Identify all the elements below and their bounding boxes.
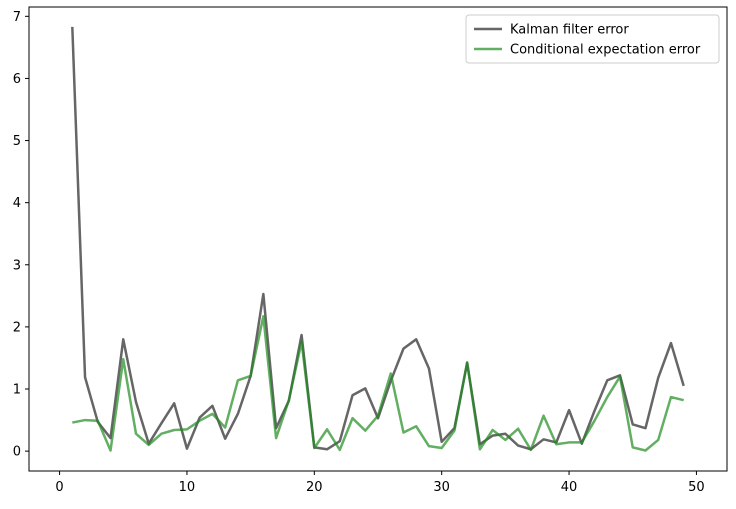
plot-area bbox=[28, 6, 728, 472]
x-tick-label: 30 bbox=[433, 480, 450, 495]
x-tick-label: 20 bbox=[306, 480, 323, 495]
y-tick-label: 5 bbox=[13, 134, 21, 149]
y-tick-label: 2 bbox=[13, 320, 21, 335]
y-tick-label: 6 bbox=[13, 72, 21, 87]
y-tick-label: 4 bbox=[13, 196, 21, 211]
series-line-2 bbox=[72, 315, 684, 452]
x-tick-label: 40 bbox=[561, 480, 578, 495]
y-tick-label: 1 bbox=[13, 383, 21, 398]
y-tick-label: 3 bbox=[13, 258, 21, 273]
legend-label: Conditional expectation error bbox=[510, 43, 701, 58]
y-tick-label: 7 bbox=[13, 10, 21, 25]
x-tick-label: 50 bbox=[688, 480, 705, 495]
legend: Kalman filter error Conditional expectati… bbox=[465, 14, 720, 64]
series-layer bbox=[71, 26, 685, 452]
x-tick-label: 0 bbox=[55, 480, 63, 495]
y-axis: 0 1 2 3 4 5 6 7 bbox=[13, 10, 29, 460]
y-tick-label: 0 bbox=[13, 445, 21, 460]
legend-box bbox=[465, 14, 720, 64]
x-axis: 0 10 20 30 40 50 bbox=[55, 471, 705, 495]
x-tick-label: 10 bbox=[179, 480, 196, 495]
legend-label: Kalman filter error bbox=[510, 23, 629, 38]
